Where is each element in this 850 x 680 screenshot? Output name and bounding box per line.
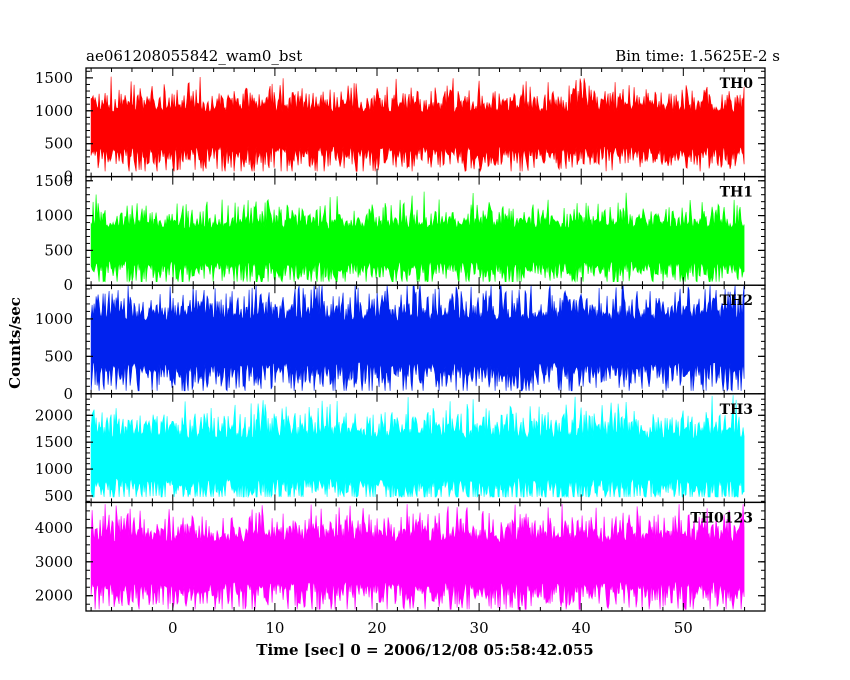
x-axis-title: Time [sec] 0 = 2006/12/08 05:58:42.055 bbox=[256, 641, 593, 659]
y-tick-label: 1500 bbox=[35, 172, 73, 190]
panel-label-th1: TH1 bbox=[720, 185, 753, 201]
y-tick-label: 1500 bbox=[35, 69, 73, 87]
x-tick-label: 0 bbox=[168, 619, 178, 637]
y-tick-label: 1000 bbox=[35, 207, 73, 225]
y-tick-label: 500 bbox=[44, 241, 73, 259]
series-th0 bbox=[90, 76, 745, 173]
panel-frame bbox=[85, 501, 766, 612]
x-axis: 0 10 20 30 40 50 bbox=[168, 619, 693, 637]
panel-label-th3: TH3 bbox=[720, 402, 753, 418]
header-right-title: Bin time: 1.5625E-2 s bbox=[615, 47, 780, 65]
y-tick-label: 1000 bbox=[35, 310, 73, 328]
x-tick-label: 40 bbox=[572, 619, 591, 637]
panel-label-th2: TH2 bbox=[720, 293, 753, 309]
y-tick-label: 0 bbox=[63, 385, 73, 403]
x-tick-label: 20 bbox=[367, 619, 386, 637]
panel-th3: 500 1000 1500 2000 TH3 bbox=[35, 393, 766, 505]
y-tick-label: 1000 bbox=[35, 102, 73, 120]
y-tick-label: 2000 bbox=[35, 587, 73, 605]
y-tick-label: 1500 bbox=[35, 433, 73, 451]
y-tick-label: 1000 bbox=[35, 460, 73, 478]
panels-group: 0 500 1000 1500 TH0 0 500 1000 1500 TH1 0 500 1000 TH… bbox=[35, 67, 766, 612]
panel-label-th0123: TH0123 bbox=[690, 510, 753, 526]
panel-th2: 0 500 1000 TH2 bbox=[35, 284, 766, 403]
header-left-title: ae061208055842_wam0_bst bbox=[86, 47, 302, 65]
panel-th0: 0 500 1000 1500 TH0 bbox=[35, 67, 766, 186]
y-tick-label: 0 bbox=[63, 168, 73, 186]
panel-th1: 0 500 1000 1500 TH1 bbox=[35, 172, 766, 294]
panel-label-th0: TH0 bbox=[720, 76, 754, 92]
x-tick-label: 10 bbox=[265, 619, 284, 637]
y-tick-label: 500 bbox=[44, 135, 73, 153]
y-tick-label: 4000 bbox=[35, 519, 73, 537]
series-th1 bbox=[90, 191, 745, 283]
series-th3 bbox=[90, 395, 745, 499]
y-tick-label: 0 bbox=[63, 276, 73, 294]
x-tick-label: 30 bbox=[470, 619, 489, 637]
y-tick-label: 3000 bbox=[35, 553, 73, 571]
series-th2 bbox=[90, 285, 745, 392]
y-tick-label: 2000 bbox=[35, 406, 73, 424]
panel-th0123: 2000 3000 4000 TH0123 bbox=[35, 501, 766, 612]
x-tick-label: 50 bbox=[674, 619, 693, 637]
series-th0123 bbox=[90, 504, 745, 611]
y-tick-label: 500 bbox=[44, 487, 73, 505]
y-axis-title: Counts/sec bbox=[6, 297, 24, 389]
y-tick-label: 500 bbox=[44, 347, 73, 365]
